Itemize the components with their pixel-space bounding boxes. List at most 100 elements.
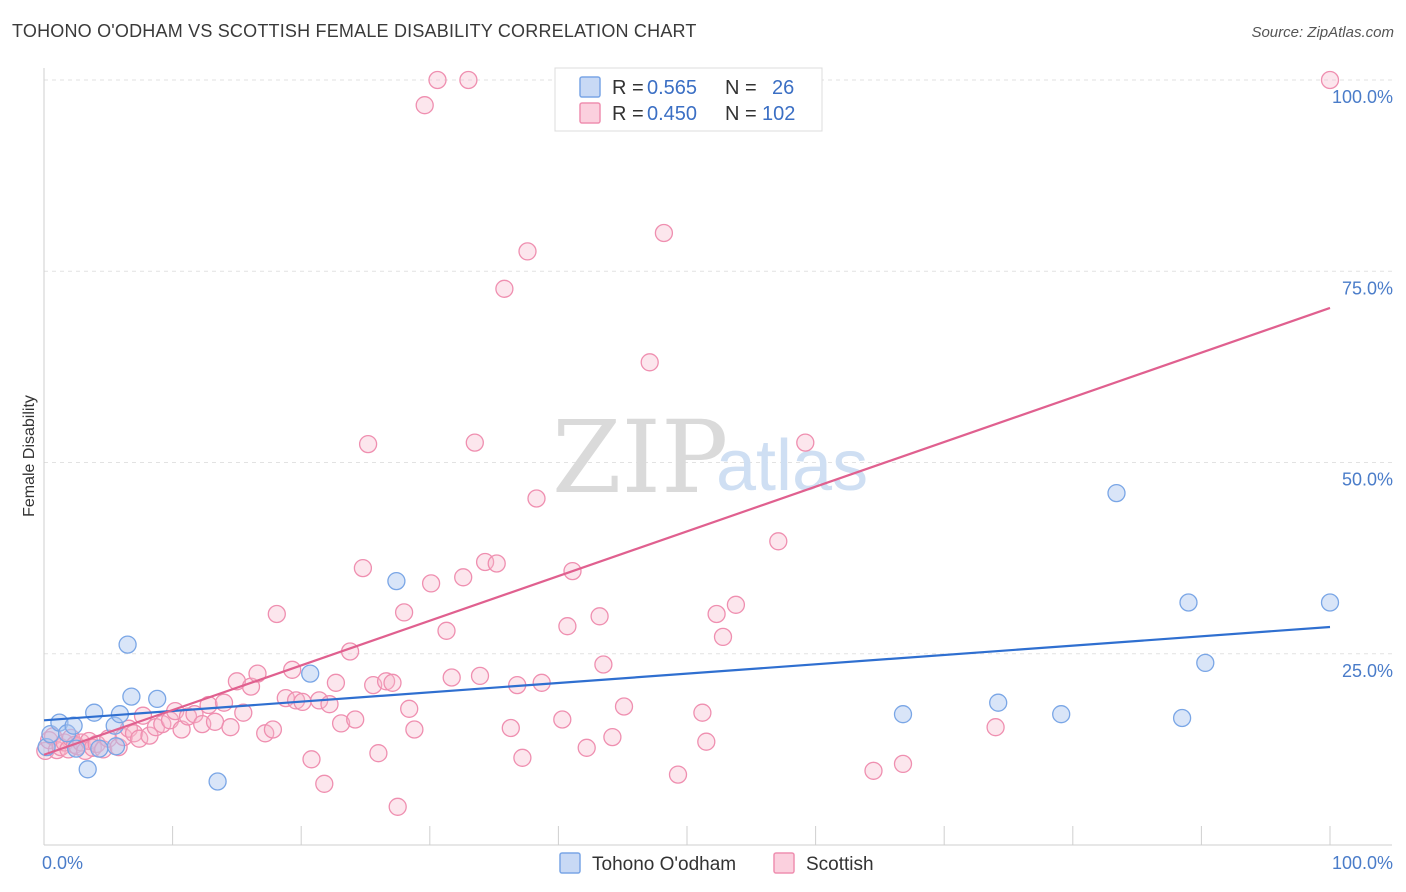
watermark-atlas: atlas <box>716 426 868 506</box>
scottish-point <box>442 668 461 687</box>
scottish-point <box>267 604 286 624</box>
tohono-point <box>122 687 141 706</box>
scottish-point <box>893 754 913 774</box>
legend-label-tohono[interactable]: Tohono O'odham <box>592 854 736 875</box>
scottish-point <box>487 554 506 573</box>
scottish-point <box>400 699 419 718</box>
stats-r-label-scottish: R = <box>612 103 644 125</box>
scottish-point <box>459 70 478 90</box>
scottish-point <box>796 433 815 452</box>
scottish-point <box>513 748 532 767</box>
legend-swatch-tohono[interactable] <box>559 852 581 874</box>
scottish-point <box>640 353 659 372</box>
y-tick-label: 25.0% <box>1342 661 1393 681</box>
scottish-point <box>707 604 726 624</box>
scottish-point <box>475 552 495 572</box>
scottish-point <box>326 673 346 692</box>
axes-layer <box>43 68 1392 846</box>
scottish-point <box>553 710 572 729</box>
points-layer <box>36 70 1340 816</box>
scottish-point <box>263 720 283 739</box>
scottish-point <box>668 765 688 784</box>
scottish-point <box>614 697 634 716</box>
scottish-point <box>693 703 712 722</box>
tohono-point <box>90 739 109 758</box>
scottish-point <box>124 724 144 743</box>
scottish-point <box>383 673 402 692</box>
y-tick-label: 100.0% <box>1332 87 1393 107</box>
watermark: ZIP atlas <box>552 399 868 516</box>
scottish-point <box>594 655 613 674</box>
stats-r-value-scottish: 0.450 <box>647 103 697 125</box>
stats-r-label-tohono: R = <box>612 77 644 99</box>
scottish-point <box>302 750 321 769</box>
scottish-point <box>283 660 302 679</box>
tohono-point <box>1107 483 1126 503</box>
scottish-point <box>713 627 733 647</box>
scottish-point <box>130 729 149 748</box>
scottish-point <box>221 718 240 737</box>
scottish-point <box>421 574 441 593</box>
trend-layer <box>43 306 1331 756</box>
tohono-point <box>78 760 97 779</box>
scottish-point <box>454 568 473 587</box>
scottish-point <box>353 558 373 578</box>
ticks-layer: 25.0% 50.0% 75.0% 100.0% 0.0% 100.0% <box>42 87 1393 873</box>
source-credit: Source: ZipAtlas.com <box>1251 24 1394 41</box>
scottish-point <box>405 720 424 739</box>
tohono-point <box>1179 593 1198 612</box>
scottish-point <box>527 489 546 508</box>
tohono-point <box>64 716 83 735</box>
scottish-point <box>346 710 365 729</box>
scottish-point <box>315 774 334 793</box>
stats-legend: R = 0.565 N = 26 R = 0.450 N = 102 <box>554 67 823 132</box>
tohono-point <box>1320 593 1340 612</box>
stats-swatch-scottish <box>579 102 601 124</box>
stats-n-label-scottish: N = <box>725 103 757 125</box>
scottish-point <box>376 672 396 691</box>
scottish-point <box>388 797 407 816</box>
tohono-point <box>387 571 406 591</box>
scottish-point <box>495 279 514 298</box>
series-legend: Tohono O'odham Scottish <box>559 852 874 875</box>
tohono-point <box>105 716 124 735</box>
scottish-point <box>428 70 447 90</box>
y-axis-label: Female Disability <box>21 395 38 517</box>
tohono-point <box>989 693 1008 712</box>
tohono-point <box>57 724 77 743</box>
grid-layer <box>44 79 1392 655</box>
scottish-point <box>369 744 388 763</box>
legend-label-scottish[interactable]: Scottish <box>806 854 874 875</box>
y-tick-label: 50.0% <box>1342 470 1393 490</box>
scottish-point <box>1320 70 1340 90</box>
tohono-point <box>148 689 167 709</box>
scottish-point <box>415 96 434 115</box>
legend-swatch-scottish[interactable] <box>773 852 795 874</box>
stats-n-value-tohono: 26 <box>772 77 794 99</box>
scottish-point <box>394 603 414 622</box>
scottish-point <box>864 761 883 780</box>
scottish-point <box>205 712 225 731</box>
scottish-point <box>331 714 351 733</box>
scottish-point <box>501 718 520 738</box>
scottish-point <box>234 703 253 722</box>
scottish-point <box>558 617 577 636</box>
stats-n-value-scottish: 102 <box>762 103 795 125</box>
tohono-point <box>893 705 913 724</box>
stats-swatch-tohono <box>579 76 601 98</box>
x-tick-label: 0.0% <box>42 853 83 873</box>
scottish-point <box>590 607 609 626</box>
scottish-point <box>437 621 456 640</box>
tohono-trend-line <box>43 625 1331 722</box>
scottish-trend-line <box>43 306 1331 756</box>
scottish-point <box>726 595 746 614</box>
scottish-point <box>358 434 378 454</box>
scottish-point <box>248 664 267 683</box>
scottish-point <box>603 727 622 747</box>
tohono-point <box>301 664 320 683</box>
y-tick-label: 75.0% <box>1342 278 1393 298</box>
scottish-point <box>577 738 596 757</box>
scottish-point <box>465 433 484 452</box>
tohono-point <box>118 635 137 654</box>
